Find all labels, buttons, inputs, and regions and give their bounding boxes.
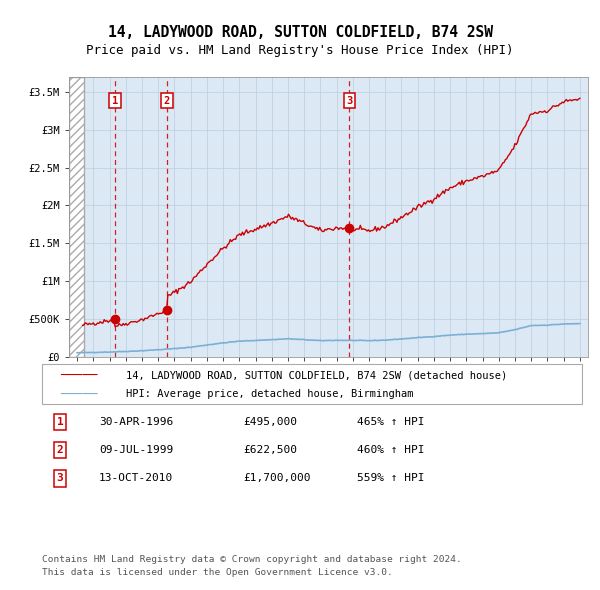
Text: 3: 3 [346,96,353,106]
Bar [69,77,84,357]
Text: 2: 2 [164,96,170,106]
Text: 1: 1 [56,417,64,427]
Text: 465% ↑ HPI: 465% ↑ HPI [357,417,425,427]
Text: 3: 3 [56,474,64,483]
Text: HPI: Average price, detached house, Birmingham: HPI: Average price, detached house, Birm… [126,389,413,399]
Text: This data is licensed under the Open Government Licence v3.0.: This data is licensed under the Open Gov… [42,568,393,577]
Text: £1,700,000: £1,700,000 [243,474,311,483]
Text: 14, LADYWOOD ROAD, SUTTON COLDFIELD, B74 2SW: 14, LADYWOOD ROAD, SUTTON COLDFIELD, B74… [107,25,493,40]
Text: 30-APR-1996: 30-APR-1996 [99,417,173,427]
Text: 1: 1 [112,96,118,106]
Text: 559% ↑ HPI: 559% ↑ HPI [357,474,425,483]
Text: Price paid vs. HM Land Registry's House Price Index (HPI): Price paid vs. HM Land Registry's House … [86,44,514,57]
Text: ─────: ───── [60,388,97,401]
Text: 460% ↑ HPI: 460% ↑ HPI [357,445,425,455]
Text: 14, LADYWOOD ROAD, SUTTON COLDFIELD, B74 2SW (detached house): 14, LADYWOOD ROAD, SUTTON COLDFIELD, B74… [126,371,507,381]
Text: 09-JUL-1999: 09-JUL-1999 [99,445,173,455]
Text: Contains HM Land Registry data © Crown copyright and database right 2024.: Contains HM Land Registry data © Crown c… [42,555,462,563]
Text: ─────: ───── [60,369,97,382]
Text: 2: 2 [56,445,64,455]
Text: £622,500: £622,500 [243,445,297,455]
Text: 13-OCT-2010: 13-OCT-2010 [99,474,173,483]
Text: £495,000: £495,000 [243,417,297,427]
